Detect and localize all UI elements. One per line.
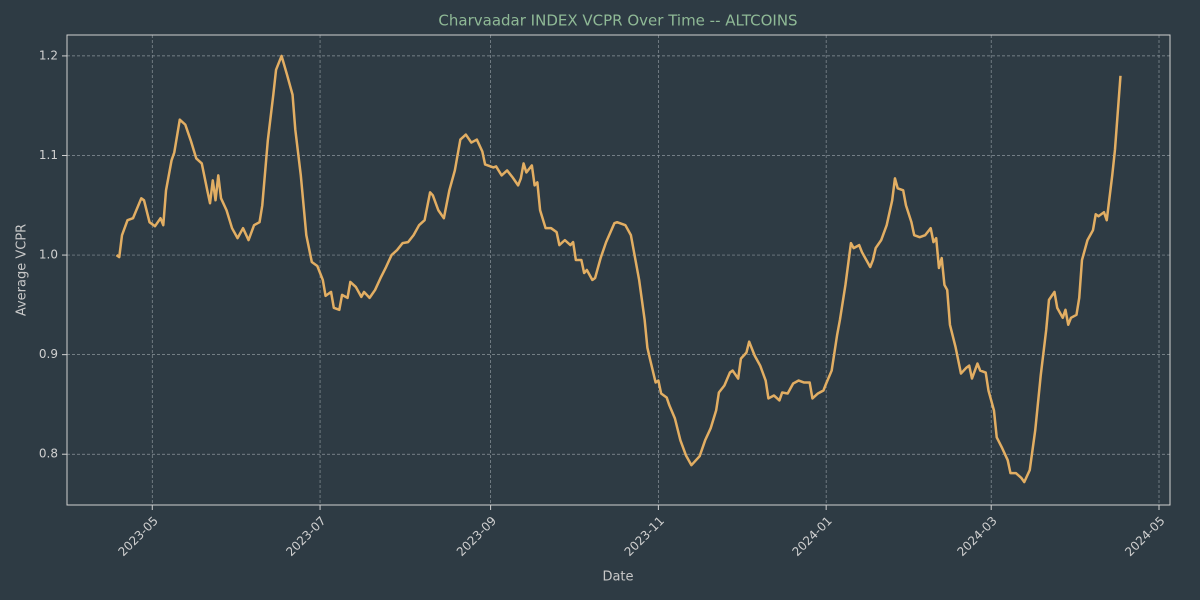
y-tick-label: 0.9 bbox=[39, 347, 58, 361]
y-tick-label: 1.2 bbox=[39, 48, 58, 62]
plot-frame bbox=[66, 34, 1171, 506]
y-axis-label: Average VCPR bbox=[15, 224, 30, 316]
line bbox=[115, 54, 1122, 484]
y-tick-label: 0.8 bbox=[39, 447, 58, 461]
chart-title: Charvaadar INDEX VCPR Over Time -- ALTCO… bbox=[438, 12, 797, 30]
y-tick-label: 1.0 bbox=[39, 248, 58, 262]
x-axis-label: Date bbox=[602, 570, 633, 585]
y-tick-label: 1.1 bbox=[39, 148, 58, 162]
